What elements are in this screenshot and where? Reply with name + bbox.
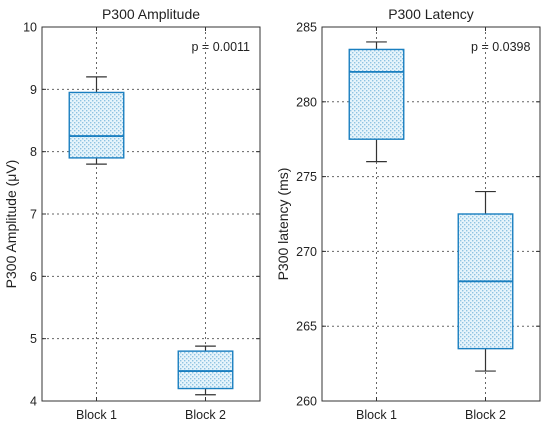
latency-plot-frame (321, 26, 541, 402)
latency-box-1 (348, 41, 405, 163)
y-tick-label: 280 (296, 95, 317, 109)
y-tick-label: 4 (30, 395, 37, 409)
amplitude-box-1 (68, 76, 125, 165)
y-tick-label: 275 (296, 170, 317, 184)
latency-box-2 (457, 190, 514, 372)
latency-y-axis-label: P300 latency (ms) (275, 168, 291, 281)
x-tick-label: Block 1 (76, 408, 117, 422)
amplitude-box-2 (177, 345, 234, 396)
y-tick-label: 6 (30, 270, 37, 284)
y-tick-label: 7 (30, 208, 37, 222)
y-tick-label: 260 (296, 395, 317, 409)
amplitude-y-axis-label: P300 Amplitude (μV) (3, 160, 19, 289)
box-iqr (348, 48, 405, 140)
y-tick-label: 9 (30, 83, 37, 97)
amplitude-chart: P300 Amplitude P300 Amplitude (μV) p = 0… (3, 6, 261, 422)
x-tick-label: Block 2 (185, 408, 226, 422)
y-tick-label: 285 (296, 21, 317, 35)
latency-chart: P300 Latency P300 latency (ms) p = 0.039… (275, 6, 541, 422)
latency-p-value: p = 0.0398 (471, 40, 530, 54)
box-iqr (68, 91, 125, 159)
latency-chart-title: P300 Latency (388, 6, 474, 22)
y-tick-label: 10 (23, 21, 37, 35)
amplitude-chart-title: P300 Amplitude (102, 6, 200, 22)
x-tick-label: Block 1 (356, 408, 397, 422)
x-tick-label: Block 2 (465, 408, 506, 422)
y-tick-label: 270 (296, 245, 317, 259)
y-tick-label: 265 (296, 320, 317, 334)
box-iqr (177, 350, 234, 390)
amplitude-p-value: p = 0.0011 (192, 40, 251, 54)
y-tick-label: 8 (30, 145, 37, 159)
y-tick-label: 5 (30, 332, 37, 346)
